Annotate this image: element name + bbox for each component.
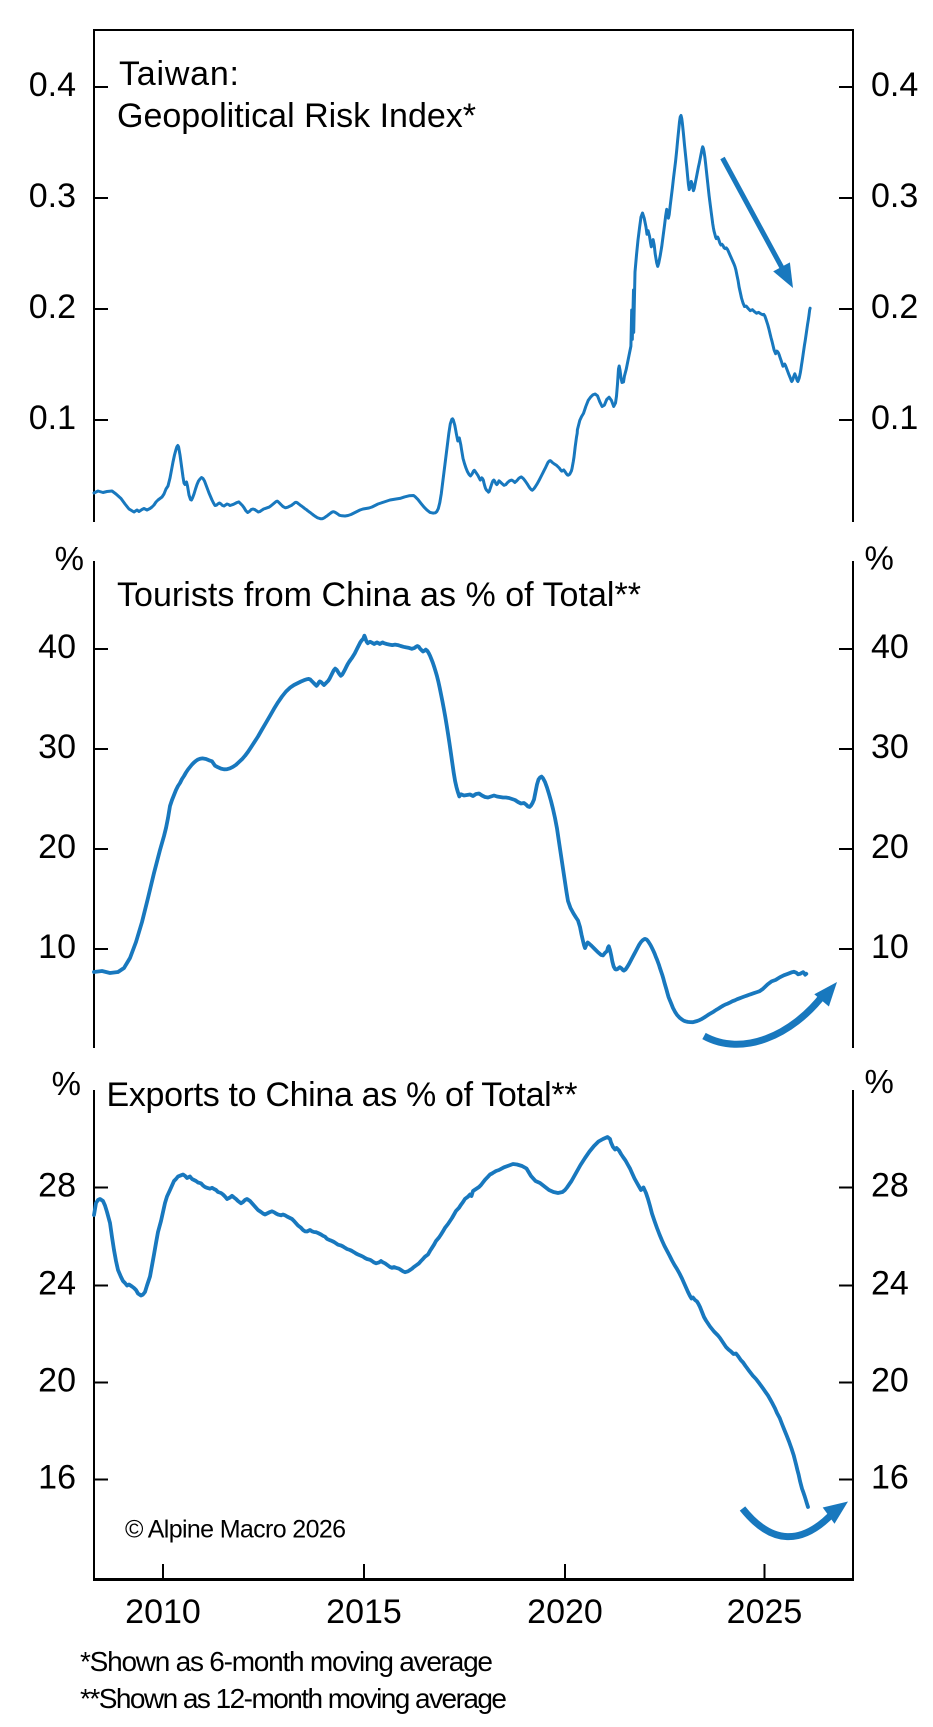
svg-text:24: 24 — [38, 1265, 76, 1303]
svg-text:%: % — [52, 1065, 81, 1102]
svg-text:10: 10 — [871, 928, 909, 966]
svg-text:Taiwan:: Taiwan: — [119, 55, 239, 93]
svg-text:20: 20 — [38, 1362, 76, 1400]
svg-text:Exports to China as % of Total: Exports to China as % of Total** — [107, 1076, 578, 1114]
svg-text:*Shown as 6-month moving avera: *Shown as 6-month moving average — [80, 1646, 493, 1677]
svg-text:2015: 2015 — [326, 1593, 402, 1631]
svg-text:2020: 2020 — [527, 1593, 603, 1631]
svg-text:30: 30 — [871, 728, 909, 766]
svg-text:28: 28 — [38, 1167, 76, 1205]
svg-text:© Alpine Macro 2026: © Alpine Macro 2026 — [125, 1516, 346, 1544]
svg-text:0.4: 0.4 — [29, 66, 76, 104]
svg-text:0.1: 0.1 — [29, 399, 76, 437]
svg-text:40: 40 — [871, 628, 909, 666]
svg-text:Geopolitical Risk Index*: Geopolitical Risk Index* — [117, 97, 476, 135]
svg-text:0.4: 0.4 — [871, 66, 918, 104]
svg-text:16: 16 — [38, 1459, 76, 1497]
svg-text:**Shown as 12-month moving ave: **Shown as 12-month moving average — [80, 1683, 507, 1714]
svg-text:20: 20 — [871, 828, 909, 866]
svg-text:20: 20 — [38, 828, 76, 866]
svg-text:0.2: 0.2 — [871, 288, 918, 326]
svg-text:%: % — [55, 540, 84, 577]
svg-text:2025: 2025 — [727, 1593, 803, 1631]
svg-text:0.1: 0.1 — [871, 399, 918, 437]
svg-text:30: 30 — [38, 728, 76, 766]
svg-text:40: 40 — [38, 628, 76, 666]
svg-text:10: 10 — [38, 928, 76, 966]
svg-text:0.3: 0.3 — [29, 177, 76, 215]
svg-text:24: 24 — [871, 1265, 909, 1303]
svg-text:28: 28 — [871, 1167, 909, 1205]
svg-text:%: % — [865, 540, 894, 577]
svg-text:Tourists from China as % of To: Tourists from China as % of Total** — [117, 576, 641, 614]
svg-text:0.2: 0.2 — [29, 288, 76, 326]
svg-text:16: 16 — [871, 1459, 909, 1497]
svg-text:0.3: 0.3 — [871, 177, 918, 215]
svg-text:%: % — [865, 1063, 894, 1100]
svg-text:2010: 2010 — [125, 1593, 201, 1631]
svg-text:20: 20 — [871, 1362, 909, 1400]
